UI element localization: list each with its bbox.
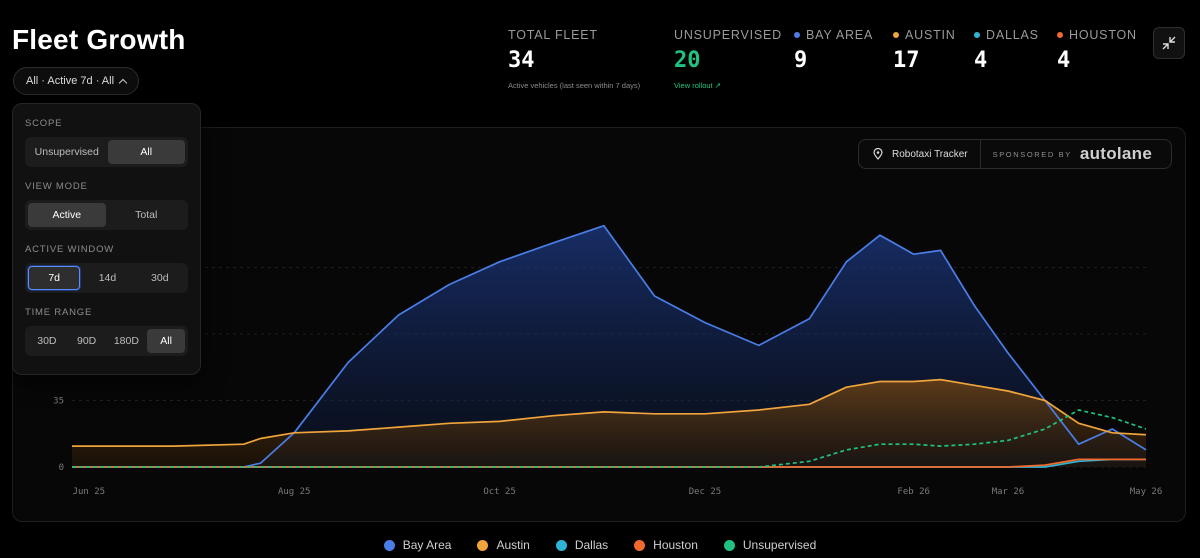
stat-value: 17 bbox=[893, 48, 920, 73]
legend-item-houston[interactable]: Houston bbox=[634, 538, 698, 552]
stat-label: DALLAS bbox=[986, 28, 1039, 42]
time-range-segment: 30D 90D 180D All bbox=[25, 326, 188, 356]
fleet-chart: 0 35 Jun 25 Aug 25 Oct 25 Dec 25 Feb 26 Mar 26 M… bbox=[53, 224, 1163, 497]
legend-item-unsupervised[interactable]: Unsupervised bbox=[723, 538, 817, 552]
stat-austin: AUSTIN 17 bbox=[893, 28, 956, 73]
active-window-option-14d[interactable]: 14d bbox=[98, 272, 117, 284]
active-window-title: ACTIVE WINDOW bbox=[25, 244, 115, 255]
page-title: Fleet Growth bbox=[12, 24, 186, 55]
chart-legend: Bay Area Austin Dallas Houston Unsupervi… bbox=[0, 538, 1200, 552]
x-tick-label: Feb 26 bbox=[897, 487, 930, 497]
legend-label: Austin bbox=[496, 538, 530, 552]
sponsor-logo: autolane bbox=[1079, 144, 1153, 163]
x-tick-label: Mar 26 bbox=[992, 487, 1025, 497]
scope-title: SCOPE bbox=[25, 118, 63, 129]
time-range-option-90d[interactable]: 90D bbox=[76, 335, 97, 347]
y-tick-label: 0 bbox=[59, 463, 64, 473]
x-tick-label: Jun 25 bbox=[73, 487, 106, 497]
stat-label: UNSUPERVISED bbox=[674, 28, 783, 42]
legend-item-austin[interactable]: Austin bbox=[477, 538, 530, 552]
austin-dot-icon bbox=[893, 32, 899, 38]
legend-label: Unsupervised bbox=[742, 538, 817, 552]
stat-value: 34 bbox=[508, 48, 535, 73]
scope-option-all[interactable]: All bbox=[107, 140, 185, 164]
bay-area-dot-icon bbox=[383, 539, 395, 551]
austin-series-line bbox=[72, 378, 1147, 447]
active-window-option-30d[interactable]: 30d bbox=[151, 272, 169, 284]
legend-item-bay-area[interactable]: Bay Area bbox=[383, 538, 452, 552]
stat-value: 9 bbox=[794, 48, 808, 73]
collapse-icon bbox=[1162, 36, 1176, 50]
legend-label: Dallas bbox=[574, 538, 609, 552]
time-range-title: TIME RANGE bbox=[25, 307, 93, 318]
scope-option-unsupervised[interactable]: Unsupervised bbox=[34, 146, 99, 158]
stat-houston: HOUSTON 4 bbox=[1057, 28, 1137, 73]
collapse-button[interactable] bbox=[1153, 27, 1185, 59]
legend-item-dallas[interactable]: Dallas bbox=[555, 538, 609, 552]
dallas-dot-icon bbox=[555, 539, 567, 551]
stat-label: TOTAL FLEET bbox=[508, 28, 598, 42]
time-range-option-30d[interactable]: 30D bbox=[37, 335, 57, 347]
x-tick-label: May 26 bbox=[1130, 487, 1163, 497]
location-pin-icon bbox=[873, 148, 883, 160]
tracker-badge[interactable]: Robotaxi Tracker SPONSORED BY autolane bbox=[858, 139, 1172, 169]
chart-settings-popover: SCOPE Unsupervised All VIEW MODE Active … bbox=[12, 103, 201, 375]
stat-label: AUSTIN bbox=[905, 28, 956, 42]
stat-value: 4 bbox=[1057, 48, 1071, 73]
unsupervised-series-line bbox=[72, 409, 1147, 468]
view-mode-segment: Active Total bbox=[25, 200, 188, 230]
x-tick-label: Oct 25 bbox=[483, 487, 516, 497]
dallas-dot-icon bbox=[974, 32, 980, 38]
legend-label: Bay Area bbox=[402, 538, 452, 552]
bay-area-dot-icon bbox=[794, 32, 800, 38]
filter-summary-label: All · Active 7d · All bbox=[26, 75, 115, 87]
view-mode-title: VIEW MODE bbox=[25, 181, 88, 192]
stat-label: BAY AREA bbox=[806, 28, 874, 42]
houston-dot-icon bbox=[634, 539, 646, 551]
legend-label: Houston bbox=[653, 538, 698, 552]
stat-unsupervised: UNSUPERVISED 20 View rollout ↗ bbox=[674, 28, 782, 90]
active-window-option-7d[interactable]: 7d bbox=[28, 266, 81, 290]
time-range-option-all[interactable]: All bbox=[147, 329, 185, 353]
stat-value: 20 bbox=[674, 48, 701, 73]
scope-segment: Unsupervised All bbox=[25, 137, 188, 167]
view-rollout-link[interactable]: View rollout ↗ bbox=[674, 81, 721, 90]
filter-summary-button[interactable]: All · Active 7d · All bbox=[13, 67, 140, 95]
stat-bay-area: BAY AREA 9 bbox=[794, 28, 873, 73]
view-mode-option-total[interactable]: Total bbox=[135, 209, 158, 221]
y-tick-label: 35 bbox=[53, 397, 64, 407]
tracker-name: Robotaxi Tracker bbox=[892, 148, 968, 160]
stat-total-fleet: TOTAL FLEET 34 Active vehicles (last see… bbox=[508, 28, 640, 90]
time-range-option-180d[interactable]: 180D bbox=[113, 335, 139, 347]
stat-subtext: Active vehicles (last seen within 7 days… bbox=[508, 81, 641, 90]
stat-dallas: DALLAS 4 bbox=[974, 28, 1039, 73]
x-tick-label: Aug 25 bbox=[278, 487, 311, 497]
view-mode-option-active[interactable]: Active bbox=[28, 203, 106, 227]
houston-dot-icon bbox=[1057, 32, 1063, 38]
austin-dot-icon bbox=[477, 539, 489, 551]
stat-label: HOUSTON bbox=[1069, 28, 1137, 42]
sponsored-label: SPONSORED BY bbox=[992, 149, 1072, 159]
stat-value: 4 bbox=[974, 48, 988, 73]
unsupervised-dot-icon bbox=[723, 539, 735, 551]
x-tick-label: Dec 25 bbox=[689, 487, 722, 497]
active-window-segment: 7d 14d 30d bbox=[25, 263, 188, 293]
